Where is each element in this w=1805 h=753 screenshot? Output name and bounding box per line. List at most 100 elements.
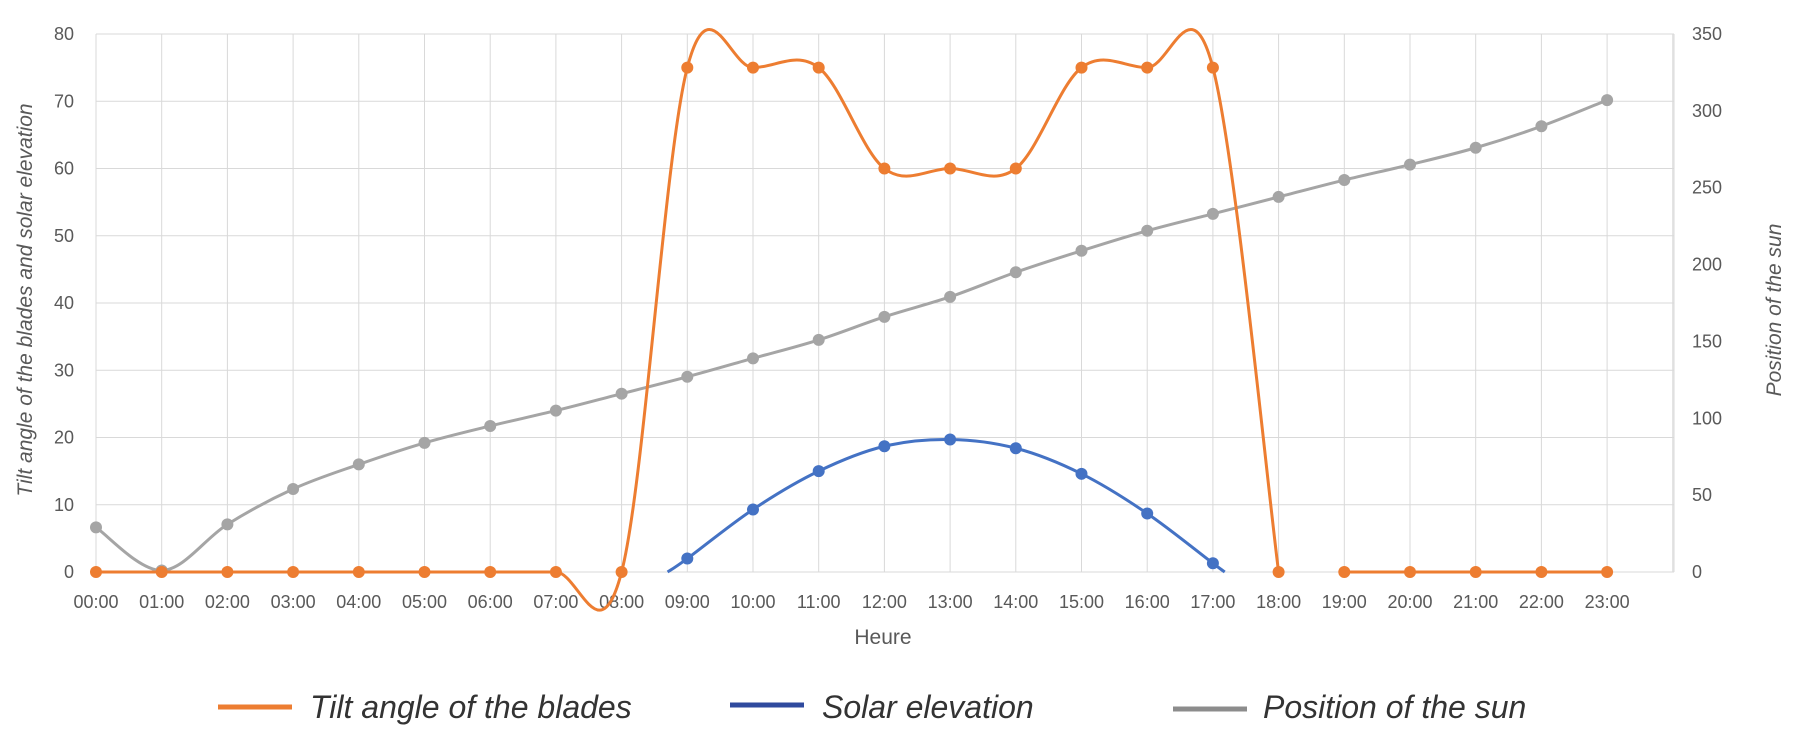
data-point [287, 566, 300, 578]
series-tilt-angle-of-the-blades [90, 28, 1285, 612]
data-point [549, 566, 562, 578]
right-tick-label: 250 [1692, 178, 1722, 198]
x-tick-label: 01:00 [139, 592, 184, 612]
x-tick-label: 15:00 [1059, 592, 1104, 612]
data-point [1141, 507, 1154, 520]
data-point [878, 440, 891, 453]
data-point [747, 352, 759, 365]
x-tick-label: 14:00 [993, 592, 1038, 612]
data-point [615, 387, 628, 400]
right-tick-label: 200 [1692, 255, 1722, 275]
right-tick-label: 50 [1692, 485, 1712, 505]
left-axis-title: Tilt angle of the blades and solar eleva… [14, 103, 37, 496]
left-tick-label: 80 [54, 24, 74, 44]
series-line [95, 98, 1608, 572]
data-point [1535, 120, 1548, 133]
data-point [1535, 566, 1548, 578]
x-tick-label: 11:00 [797, 592, 841, 612]
data-point [90, 521, 102, 534]
data-point [352, 458, 365, 471]
x-tick-label: 06:00 [468, 592, 513, 612]
right-tick-label: 100 [1692, 408, 1722, 428]
series-tilt-angle-of-the-blades [1338, 566, 1614, 578]
data-point [1206, 207, 1219, 220]
data-point [484, 566, 497, 578]
data-point [1009, 266, 1022, 279]
data-point [1338, 566, 1351, 578]
right-axis-title: Position of the sun [1763, 224, 1786, 397]
data-point [681, 370, 694, 383]
data-point [1272, 190, 1285, 203]
left-tick-label: 10 [54, 495, 74, 515]
x-tick-label: 12:00 [862, 592, 907, 612]
right-tick-label: 150 [1692, 331, 1722, 351]
legend: Tilt angle of the blades Solar elevation… [218, 689, 1526, 725]
x-tick-label: 18:00 [1256, 592, 1301, 612]
x-tick-label: 20:00 [1387, 592, 1432, 612]
legend-label: Tilt angle of the blades [310, 689, 632, 725]
legend-item-position-of-sun: Position of the sun [1173, 689, 1526, 725]
data-point [1141, 224, 1154, 237]
data-point [1206, 61, 1219, 74]
data-point [812, 465, 825, 478]
series-solar-elevation [666, 433, 1226, 574]
data-point [90, 566, 102, 578]
data-point [681, 552, 694, 565]
x-tick-label: 19:00 [1322, 592, 1367, 612]
data-point [615, 566, 628, 578]
data-point [747, 61, 759, 74]
x-tick-label: 04:00 [336, 592, 381, 612]
series-position-of-the-sun [90, 94, 1614, 577]
data-point [878, 310, 891, 323]
right-tick-label: 300 [1692, 101, 1722, 121]
data-point [1075, 467, 1088, 480]
right-tick-label: 0 [1692, 562, 1702, 582]
left-y-axis-ticks: 0 10 20 30 40 50 60 70 80 [54, 24, 74, 582]
left-tick-label: 30 [54, 360, 74, 380]
x-tick-label: 00:00 [73, 592, 118, 612]
x-tick-label: 05:00 [402, 592, 447, 612]
x-tick-label: 03:00 [271, 592, 316, 612]
x-tick-label: 13:00 [928, 592, 973, 612]
data-point [1601, 94, 1614, 107]
left-tick-label: 60 [54, 159, 74, 179]
left-tick-label: 50 [54, 226, 74, 246]
x-tick-label: 23:00 [1585, 592, 1630, 612]
legend-item-tilt-angle: Tilt angle of the blades [218, 689, 632, 725]
data-point [549, 404, 562, 417]
data-point [418, 436, 431, 449]
x-tick-label: 21:00 [1453, 592, 1498, 612]
data-point [221, 518, 234, 531]
data-point [1469, 566, 1482, 578]
legend-label: Solar elevation [822, 689, 1034, 725]
data-point [1009, 442, 1022, 455]
data-point [1075, 61, 1088, 74]
x-tick-label: 17:00 [1190, 592, 1235, 612]
legend-label: Position of the sun [1263, 689, 1526, 725]
data-point [418, 566, 431, 578]
x-tick-label: 02:00 [205, 592, 250, 612]
data-point [812, 61, 825, 74]
data-point [944, 162, 957, 175]
data-point [484, 419, 497, 432]
x-axis-title: Heure [854, 626, 911, 649]
x-tick-label: 10:00 [730, 592, 775, 612]
left-tick-label: 70 [54, 91, 74, 111]
x-tick-label: 07:00 [533, 592, 578, 612]
data-point [1404, 566, 1416, 578]
data-point [1206, 557, 1219, 570]
data-point [812, 333, 825, 346]
legend-item-solar-elevation: Solar elevation [730, 689, 1034, 725]
data-point [681, 61, 694, 74]
data-point [287, 482, 300, 495]
grid [95, 33, 1675, 573]
data-point [1338, 174, 1351, 187]
left-tick-label: 20 [54, 428, 74, 448]
data-point [1404, 158, 1416, 171]
left-tick-label: 40 [54, 293, 74, 313]
x-tick-label: 22:00 [1519, 592, 1564, 612]
x-tick-label: 16:00 [1125, 592, 1170, 612]
data-point [1075, 244, 1088, 257]
right-tick-label: 350 [1692, 24, 1722, 44]
